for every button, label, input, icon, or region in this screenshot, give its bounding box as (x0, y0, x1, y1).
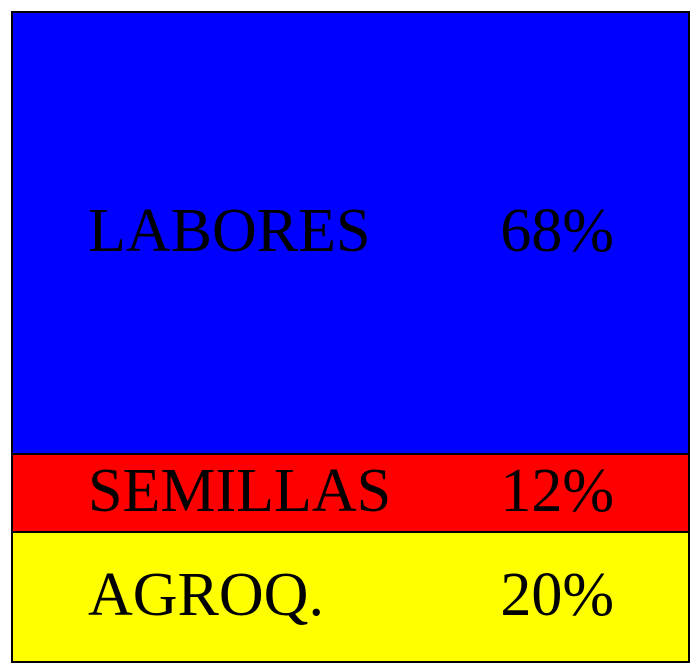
bar-segment (11, 531, 690, 663)
segment-name: LABORES (88, 197, 370, 265)
segment-name: AGROQ. (88, 561, 324, 629)
bar-segment (11, 453, 690, 533)
value-label: 20% (500, 561, 614, 629)
value-label: 68% (500, 197, 614, 265)
segment-name: SEMILLAS (88, 457, 391, 525)
value-label: 12% (500, 457, 614, 525)
bar-segment (11, 11, 690, 455)
